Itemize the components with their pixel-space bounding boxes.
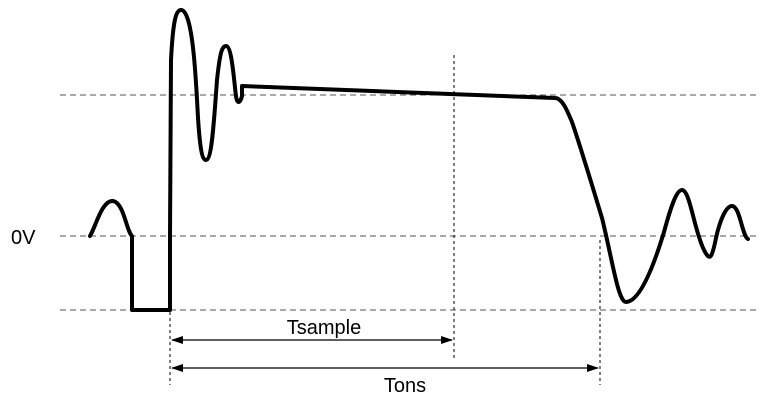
tsample-label: Tsample — [287, 317, 361, 339]
zero-volt-label: 0V — [11, 227, 36, 249]
tons-label: Tons — [384, 375, 426, 397]
signal-waveform — [88, 8, 750, 312]
